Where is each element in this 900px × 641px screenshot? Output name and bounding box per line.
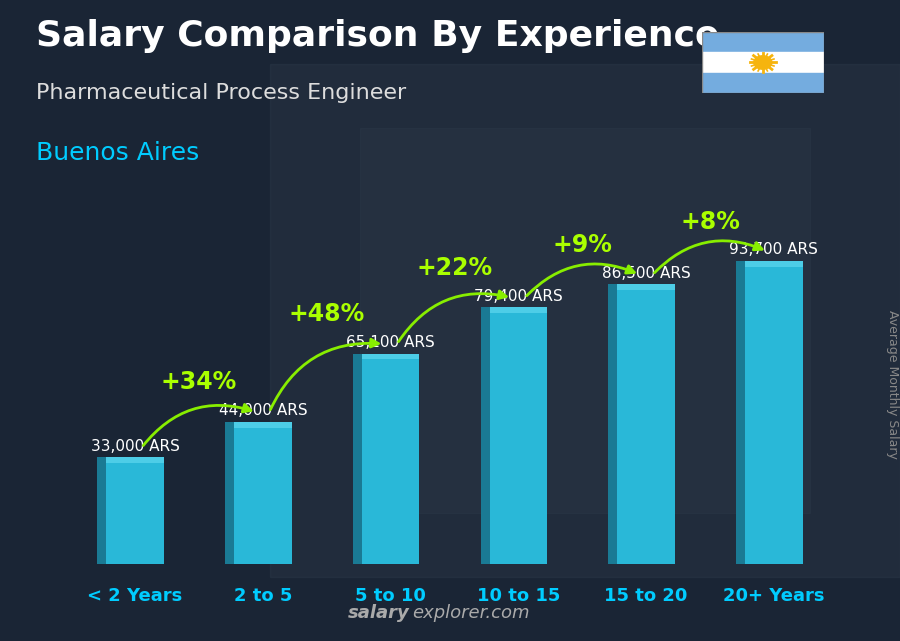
Bar (481, 308, 490, 564)
Bar (106, 458, 164, 564)
Text: 44,000 ARS: 44,000 ARS (219, 403, 307, 418)
Bar (234, 422, 292, 564)
Circle shape (758, 58, 768, 67)
Text: +34%: +34% (161, 370, 237, 394)
Bar (270, 64, 900, 577)
Text: 79,400 ARS: 79,400 ARS (474, 288, 562, 303)
Text: 10 to 15: 10 to 15 (477, 587, 560, 604)
Text: 20+ Years: 20+ Years (723, 587, 824, 604)
Bar (106, 458, 164, 463)
Text: Pharmaceutical Process Engineer: Pharmaceutical Process Engineer (36, 83, 406, 103)
Text: 5 to 10: 5 to 10 (356, 587, 426, 604)
Bar (362, 354, 419, 564)
Bar (234, 422, 292, 428)
Text: +9%: +9% (553, 233, 612, 257)
Text: +8%: +8% (680, 210, 740, 234)
Text: 15 to 20: 15 to 20 (605, 587, 688, 604)
Text: 33,000 ARS: 33,000 ARS (91, 438, 180, 454)
Bar (360, 128, 810, 513)
Bar (490, 308, 547, 313)
Text: Buenos Aires: Buenos Aires (36, 141, 199, 165)
Circle shape (754, 56, 771, 69)
Text: +22%: +22% (417, 256, 492, 280)
Bar (225, 422, 234, 564)
Bar (702, 32, 824, 53)
Text: Average Monthly Salary: Average Monthly Salary (886, 310, 899, 459)
Bar (745, 261, 803, 267)
Text: 86,500 ARS: 86,500 ARS (602, 265, 690, 281)
Text: salary: salary (347, 604, 410, 622)
Text: 2 to 5: 2 to 5 (234, 587, 292, 604)
Bar (362, 354, 419, 360)
Bar (353, 354, 362, 564)
Bar (97, 458, 106, 564)
Bar (702, 53, 824, 72)
Text: < 2 Years: < 2 Years (87, 587, 183, 604)
Text: 93,700 ARS: 93,700 ARS (729, 242, 818, 257)
Bar (608, 285, 617, 564)
Bar (617, 285, 675, 290)
Text: explorer.com: explorer.com (412, 604, 530, 622)
Bar (745, 261, 803, 564)
Bar (490, 308, 547, 564)
Text: 65,100 ARS: 65,100 ARS (346, 335, 435, 350)
Text: +48%: +48% (289, 302, 365, 326)
Bar (617, 285, 675, 564)
Text: Salary Comparison By Experience: Salary Comparison By Experience (36, 19, 719, 53)
Bar (702, 72, 824, 93)
Bar (736, 261, 745, 564)
